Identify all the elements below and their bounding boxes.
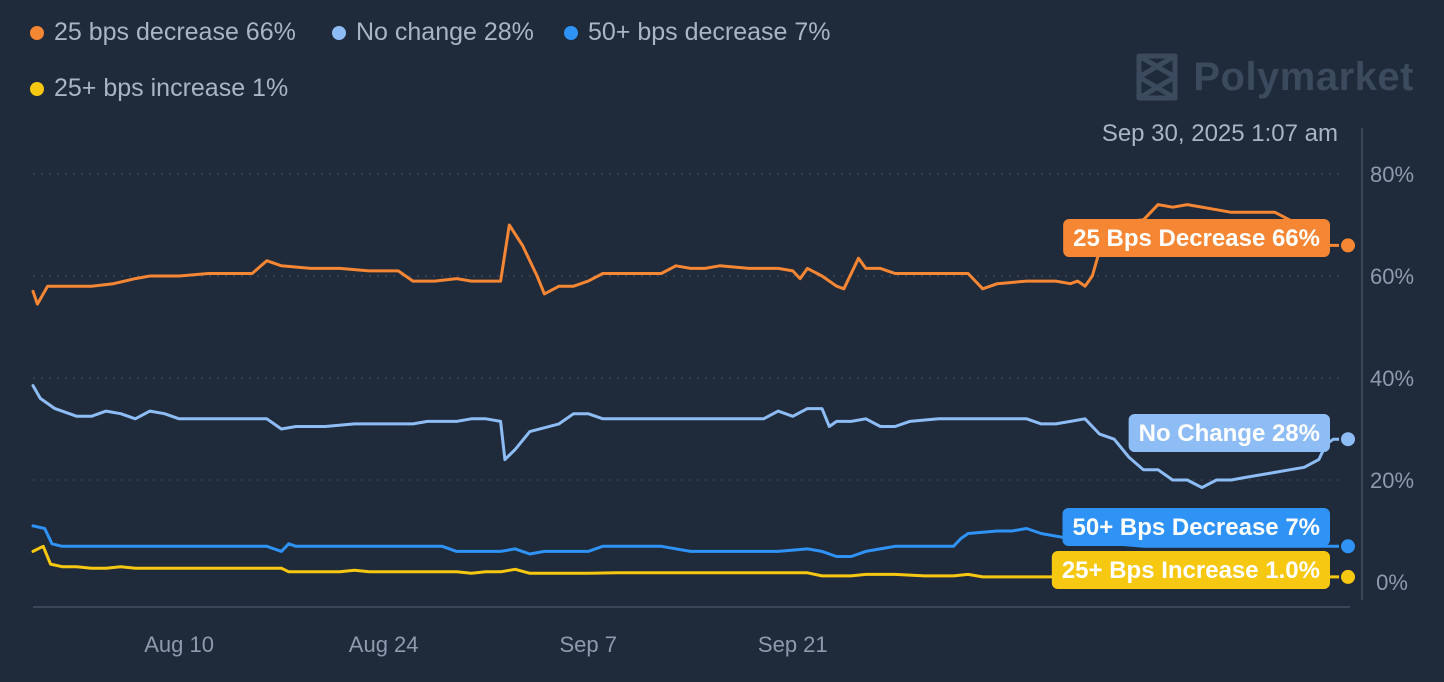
y-tick-label: 80% (1370, 162, 1414, 187)
legend-dot (564, 25, 578, 40)
legend-dot (30, 25, 44, 40)
legend-label: 25+ bps increase 1% (54, 74, 289, 102)
legend-item-25bps-decrease[interactable]: 25 bps decrease 66% (30, 18, 296, 47)
polymarket-logo-icon (1136, 53, 1178, 101)
x-tick-label: Sep 7 (559, 632, 617, 657)
series-flag (1128, 414, 1330, 452)
legend-dot (30, 81, 44, 96)
series-flag (1062, 508, 1330, 546)
series-flag (1051, 551, 1330, 589)
legend-item-no-change[interactable]: No change 28% (332, 18, 534, 47)
brand-name: Polymarket (1193, 54, 1414, 99)
y-tick-label: 60% (1370, 264, 1414, 289)
series-flag (1063, 219, 1330, 257)
series-flag-label: 50+ Bps Decrease 7% (1073, 514, 1321, 541)
series-line (31, 384, 1350, 490)
series-end-marker (1339, 537, 1357, 556)
legend-label: 25 bps decrease 66% (54, 18, 296, 46)
legend-item-50bps-decrease[interactable]: 50+ bps decrease 7% (564, 18, 831, 47)
x-tick-label: Aug 24 (349, 632, 419, 657)
legend-item-25bps-increase[interactable]: 25+ bps increase 1% (30, 74, 288, 103)
y-tick-label: 40% (1370, 366, 1414, 391)
polymarket-brand: Polymarket (1135, 52, 1414, 102)
hover-timestamp: Sep 30, 2025 1:07 am (1101, 120, 1338, 147)
legend-label: 50+ bps decrease 7% (588, 18, 831, 46)
series-end-marker (1339, 236, 1357, 255)
series-flag-label: 25 Bps Decrease 66% (1073, 225, 1320, 252)
series-flag-label: 25+ Bps Increase 1.0% (1062, 557, 1320, 584)
legend-dot (332, 25, 346, 40)
y-tick-label: 0% (1376, 570, 1408, 595)
y-tick-label: 20% (1370, 468, 1414, 493)
x-tick-label: Sep 21 (758, 632, 828, 657)
x-tick-label: Aug 10 (144, 632, 214, 657)
series-end-marker (1339, 567, 1357, 586)
series-end-marker (1339, 430, 1357, 449)
legend-label: No change 28% (356, 18, 534, 46)
series-flag-label: No Change 28% (1139, 420, 1320, 447)
